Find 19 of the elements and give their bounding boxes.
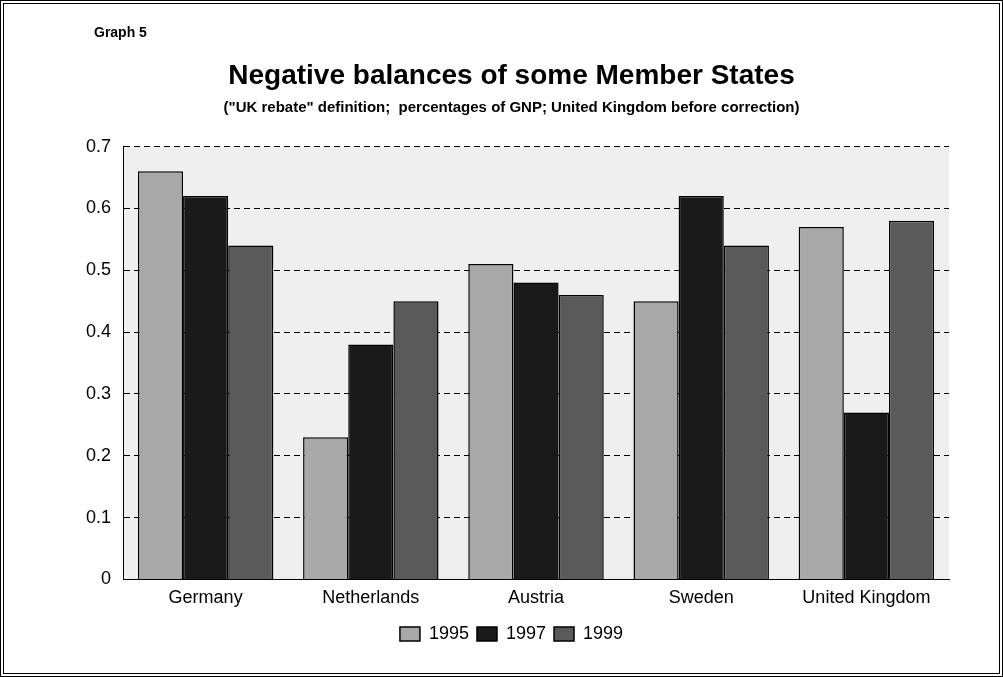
caption: Graph 5 xyxy=(94,23,148,40)
x-tick-label: Sweden xyxy=(668,587,734,608)
chart-title: Negative balances of some Member States xyxy=(228,58,795,90)
y-tick-label: 0.7 xyxy=(85,135,112,156)
x-tick-label: Austria xyxy=(508,587,566,608)
y-tick-label: 0.4 xyxy=(85,321,112,342)
legend-label: 1999 xyxy=(583,622,624,643)
y-tick-label: 0.5 xyxy=(85,259,112,280)
y-tick-label: 0.1 xyxy=(85,506,112,527)
y-tick-label: 0.2 xyxy=(85,444,112,465)
y-tick-label: 0 xyxy=(101,568,112,589)
chart-subtitle: ("UK rebate" definition; percentages of GNP; United Kingdom before correction) xyxy=(223,97,800,115)
x-tick-label: Netherlands xyxy=(322,587,420,608)
legend-label: 1995 xyxy=(428,622,469,643)
y-tick-label: 0.6 xyxy=(85,197,112,218)
x-tick-label: United Kingdom xyxy=(802,587,931,608)
legend-label: 1997 xyxy=(505,622,547,643)
y-tick-label: 0.3 xyxy=(85,382,112,403)
x-tick-label: Germany xyxy=(168,587,243,608)
